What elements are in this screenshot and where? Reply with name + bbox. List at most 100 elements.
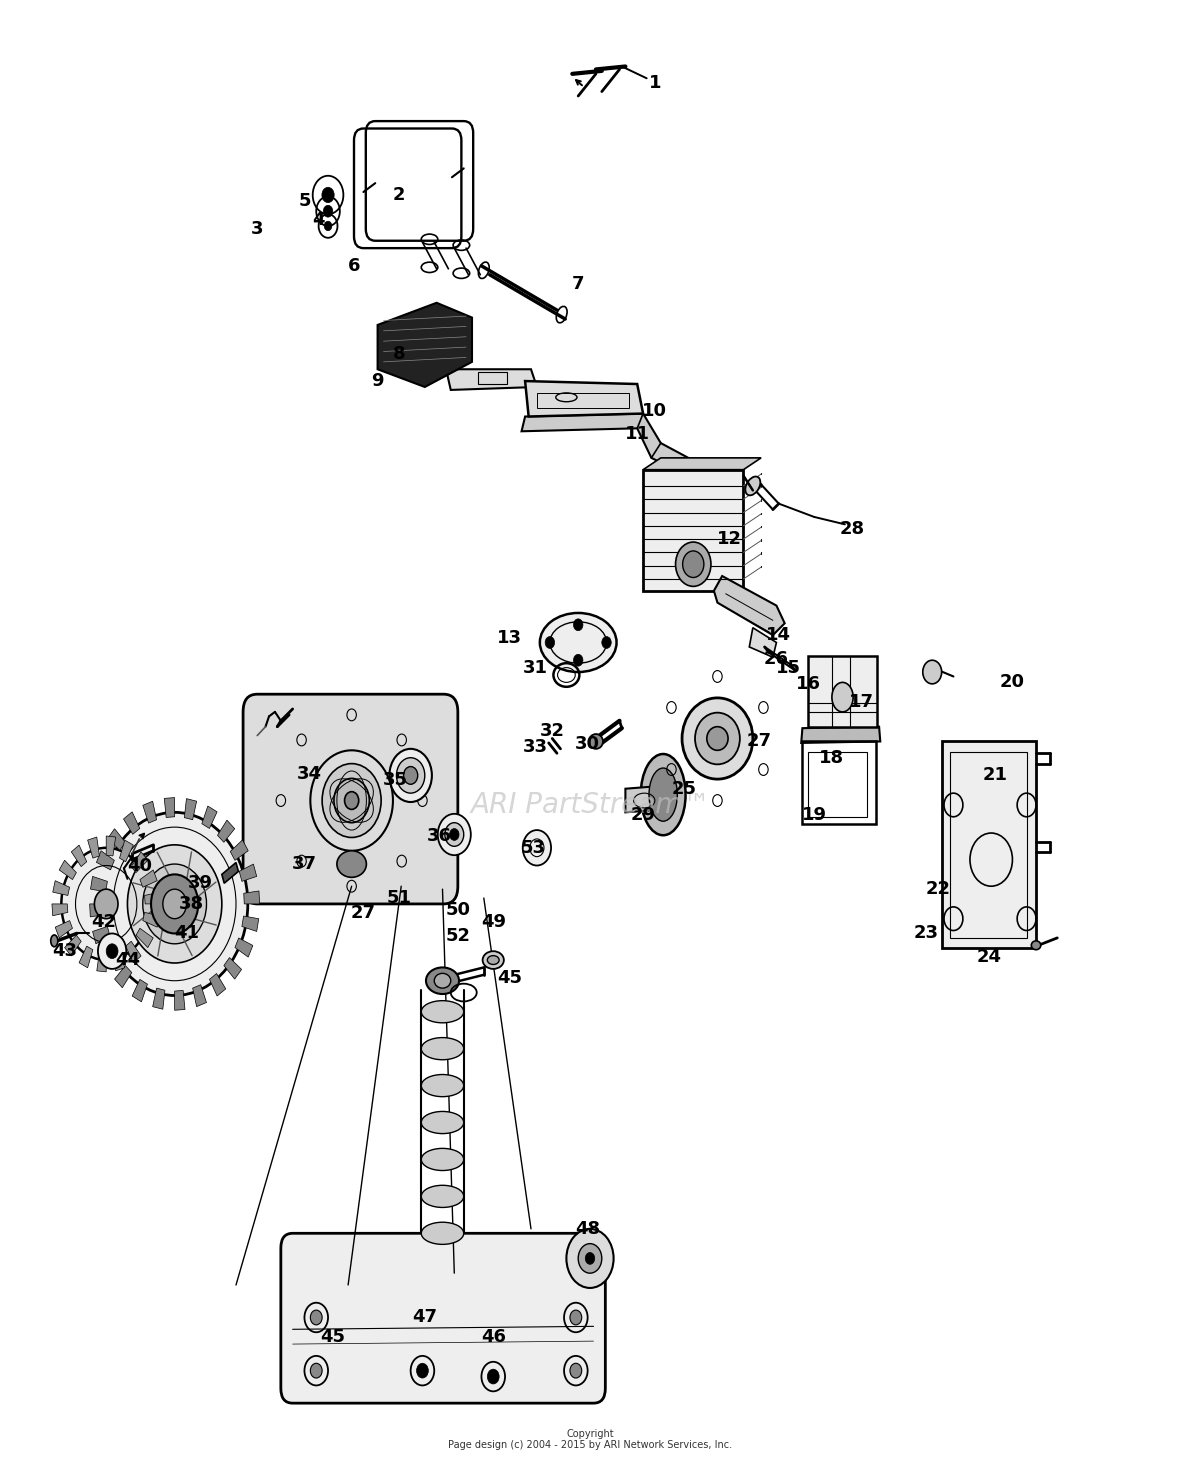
Circle shape — [487, 1369, 499, 1384]
Bar — [643, 470, 743, 591]
Polygon shape — [71, 845, 87, 867]
Ellipse shape — [746, 477, 760, 495]
Text: 9: 9 — [372, 372, 384, 390]
Ellipse shape — [345, 792, 359, 809]
Bar — [808, 656, 877, 727]
Circle shape — [165, 892, 184, 916]
Polygon shape — [65, 935, 81, 956]
Text: 19: 19 — [801, 806, 827, 824]
Text: 29: 29 — [630, 806, 656, 824]
Ellipse shape — [1031, 941, 1041, 950]
Polygon shape — [244, 891, 260, 904]
Text: 47: 47 — [412, 1309, 438, 1326]
Circle shape — [404, 767, 418, 784]
Text: 42: 42 — [91, 913, 117, 931]
Polygon shape — [184, 799, 197, 820]
Polygon shape — [131, 852, 148, 873]
Polygon shape — [132, 979, 148, 1001]
Polygon shape — [230, 840, 248, 860]
Ellipse shape — [695, 713, 740, 765]
Text: 27: 27 — [746, 733, 772, 750]
Text: 5: 5 — [299, 192, 310, 210]
Ellipse shape — [421, 1149, 464, 1170]
Ellipse shape — [421, 1111, 464, 1134]
Text: 6: 6 — [348, 257, 360, 275]
Polygon shape — [143, 801, 157, 823]
Bar — [950, 752, 1027, 938]
Circle shape — [578, 1244, 602, 1273]
Circle shape — [389, 749, 432, 802]
Text: 27: 27 — [350, 904, 376, 922]
Ellipse shape — [434, 973, 451, 988]
Circle shape — [566, 1229, 614, 1288]
Text: 1: 1 — [649, 74, 661, 92]
Polygon shape — [224, 957, 242, 979]
Ellipse shape — [421, 1037, 464, 1060]
Text: 10: 10 — [642, 402, 668, 419]
Text: 12: 12 — [716, 530, 742, 548]
Text: 41: 41 — [173, 925, 199, 942]
Polygon shape — [124, 812, 140, 835]
Polygon shape — [114, 966, 132, 988]
Polygon shape — [144, 892, 160, 904]
Circle shape — [585, 1252, 595, 1264]
Polygon shape — [164, 798, 175, 817]
Circle shape — [61, 848, 151, 960]
Bar — [942, 741, 1036, 948]
Text: 15: 15 — [775, 659, 801, 676]
Bar — [808, 752, 867, 817]
Polygon shape — [52, 904, 68, 916]
Circle shape — [417, 1363, 428, 1378]
Circle shape — [923, 660, 942, 684]
Ellipse shape — [421, 1075, 464, 1096]
Polygon shape — [101, 948, 119, 967]
Ellipse shape — [675, 542, 710, 586]
Polygon shape — [55, 920, 72, 938]
Text: 40: 40 — [126, 857, 152, 874]
Circle shape — [602, 637, 611, 648]
Polygon shape — [87, 837, 99, 858]
Text: 36: 36 — [426, 827, 452, 845]
Text: ARI PartStream™: ARI PartStream™ — [470, 792, 710, 818]
Polygon shape — [140, 870, 157, 888]
Polygon shape — [217, 820, 235, 842]
Ellipse shape — [426, 967, 459, 994]
Text: 3: 3 — [251, 220, 263, 238]
Text: 53: 53 — [520, 839, 546, 857]
Ellipse shape — [51, 935, 58, 947]
Text: 7: 7 — [572, 275, 584, 292]
Polygon shape — [53, 880, 70, 895]
Polygon shape — [143, 913, 159, 928]
Circle shape — [98, 933, 126, 969]
Polygon shape — [525, 381, 643, 417]
Circle shape — [438, 814, 471, 855]
Text: 43: 43 — [52, 942, 78, 960]
Polygon shape — [242, 916, 258, 932]
Circle shape — [101, 812, 248, 995]
Circle shape — [323, 205, 333, 217]
Text: 23: 23 — [913, 925, 939, 942]
Polygon shape — [97, 951, 106, 972]
Text: 49: 49 — [480, 913, 506, 931]
Text: 35: 35 — [382, 771, 408, 789]
Circle shape — [545, 637, 555, 648]
Circle shape — [163, 889, 186, 919]
Circle shape — [310, 1310, 322, 1325]
Polygon shape — [801, 727, 880, 743]
Circle shape — [573, 619, 583, 631]
Text: 24: 24 — [976, 948, 1002, 966]
Polygon shape — [175, 991, 185, 1010]
Ellipse shape — [487, 956, 499, 964]
Polygon shape — [643, 458, 761, 470]
Ellipse shape — [649, 768, 677, 821]
Polygon shape — [625, 786, 664, 812]
Polygon shape — [378, 303, 472, 387]
Circle shape — [396, 758, 425, 793]
Ellipse shape — [540, 613, 617, 672]
Polygon shape — [714, 576, 785, 635]
Ellipse shape — [589, 734, 603, 749]
Text: 52: 52 — [445, 928, 471, 945]
Text: 13: 13 — [497, 629, 523, 647]
Ellipse shape — [682, 699, 753, 780]
Text: 39: 39 — [188, 874, 214, 892]
